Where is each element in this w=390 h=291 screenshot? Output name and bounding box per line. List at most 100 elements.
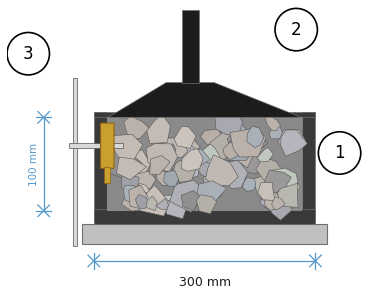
Polygon shape xyxy=(122,186,149,211)
Polygon shape xyxy=(265,170,285,191)
Polygon shape xyxy=(269,177,287,196)
Circle shape xyxy=(7,33,50,75)
Polygon shape xyxy=(231,138,248,153)
Polygon shape xyxy=(206,155,238,186)
Polygon shape xyxy=(168,156,196,187)
Polygon shape xyxy=(124,173,140,191)
Polygon shape xyxy=(274,173,300,194)
Polygon shape xyxy=(256,157,285,187)
Polygon shape xyxy=(144,196,157,211)
Polygon shape xyxy=(133,183,152,200)
Polygon shape xyxy=(129,185,148,208)
Polygon shape xyxy=(229,141,257,168)
Polygon shape xyxy=(174,168,188,182)
FancyBboxPatch shape xyxy=(107,117,302,211)
Polygon shape xyxy=(156,171,176,186)
Polygon shape xyxy=(134,171,156,189)
Polygon shape xyxy=(247,126,264,148)
FancyBboxPatch shape xyxy=(181,10,199,83)
Polygon shape xyxy=(284,40,300,49)
Polygon shape xyxy=(147,114,170,143)
Polygon shape xyxy=(253,136,268,148)
Polygon shape xyxy=(174,126,196,148)
Polygon shape xyxy=(327,164,344,172)
Polygon shape xyxy=(197,195,217,214)
Polygon shape xyxy=(24,64,39,73)
Polygon shape xyxy=(227,134,243,148)
Polygon shape xyxy=(231,123,251,145)
Polygon shape xyxy=(148,148,162,163)
Polygon shape xyxy=(194,150,214,168)
Polygon shape xyxy=(215,111,243,135)
Polygon shape xyxy=(136,194,147,209)
Polygon shape xyxy=(262,179,275,192)
FancyBboxPatch shape xyxy=(69,143,123,148)
Polygon shape xyxy=(265,116,280,130)
Text: 2: 2 xyxy=(291,21,301,39)
FancyBboxPatch shape xyxy=(94,209,316,224)
Polygon shape xyxy=(258,182,275,200)
FancyBboxPatch shape xyxy=(82,224,327,244)
Polygon shape xyxy=(146,144,178,172)
Circle shape xyxy=(318,132,361,174)
Polygon shape xyxy=(200,144,220,163)
Polygon shape xyxy=(164,144,176,157)
Polygon shape xyxy=(271,197,285,210)
Polygon shape xyxy=(190,149,210,166)
Polygon shape xyxy=(197,181,227,206)
Polygon shape xyxy=(208,129,239,160)
Polygon shape xyxy=(278,129,306,149)
FancyBboxPatch shape xyxy=(73,78,78,246)
Polygon shape xyxy=(236,151,261,174)
Polygon shape xyxy=(265,198,285,211)
Polygon shape xyxy=(124,116,149,139)
Polygon shape xyxy=(173,160,197,182)
Polygon shape xyxy=(264,191,282,210)
Polygon shape xyxy=(107,147,142,179)
Polygon shape xyxy=(122,150,151,182)
Polygon shape xyxy=(138,185,170,216)
Polygon shape xyxy=(269,127,283,139)
Polygon shape xyxy=(121,174,139,194)
Polygon shape xyxy=(150,155,170,174)
FancyBboxPatch shape xyxy=(94,111,316,117)
FancyBboxPatch shape xyxy=(101,123,114,168)
Polygon shape xyxy=(272,168,298,199)
Polygon shape xyxy=(257,147,273,162)
Text: 300 mm: 300 mm xyxy=(179,276,231,289)
Polygon shape xyxy=(166,195,188,219)
Polygon shape xyxy=(278,183,298,207)
Polygon shape xyxy=(112,134,143,166)
Polygon shape xyxy=(170,180,206,212)
Circle shape xyxy=(275,8,317,51)
FancyBboxPatch shape xyxy=(105,167,110,183)
Polygon shape xyxy=(164,171,179,187)
Polygon shape xyxy=(230,127,266,157)
Text: 1: 1 xyxy=(334,144,345,162)
Text: 3: 3 xyxy=(23,45,34,63)
Polygon shape xyxy=(123,185,142,203)
Polygon shape xyxy=(227,132,261,160)
Polygon shape xyxy=(200,129,222,145)
Polygon shape xyxy=(162,138,188,164)
Polygon shape xyxy=(209,168,226,185)
Polygon shape xyxy=(116,157,147,180)
Polygon shape xyxy=(280,130,307,156)
Text: 100 mm: 100 mm xyxy=(29,143,39,186)
Polygon shape xyxy=(172,145,202,179)
Polygon shape xyxy=(264,170,291,193)
FancyBboxPatch shape xyxy=(94,111,107,222)
Polygon shape xyxy=(161,195,182,213)
Polygon shape xyxy=(223,143,240,160)
Polygon shape xyxy=(181,149,203,171)
Polygon shape xyxy=(194,157,222,178)
Polygon shape xyxy=(183,137,200,155)
Polygon shape xyxy=(254,175,279,203)
Polygon shape xyxy=(264,196,292,220)
Polygon shape xyxy=(181,191,201,211)
Polygon shape xyxy=(108,83,301,117)
Polygon shape xyxy=(260,190,284,212)
FancyBboxPatch shape xyxy=(302,111,316,222)
Polygon shape xyxy=(224,160,248,189)
Polygon shape xyxy=(203,166,225,197)
